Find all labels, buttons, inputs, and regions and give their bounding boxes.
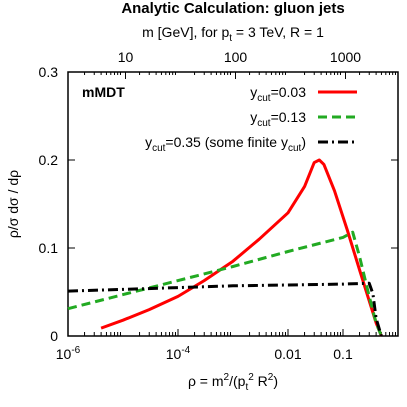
series-line-3 [67, 281, 383, 337]
legend-label-series-2: ycut=0.13 [250, 109, 306, 129]
legend-label-series-3: ycut=0.35 (some finite ycut) [145, 134, 306, 154]
series-line-2 [67, 230, 383, 337]
top-axis-ticks: 10 100 1000 [118, 49, 361, 79]
top-tick-label: 10 [118, 49, 134, 65]
x-axis-label: ρ = m2/(pt2 R2) [188, 372, 278, 393]
top-tick-label: 1000 [330, 49, 361, 65]
x-tick-label: 0.1 [333, 346, 353, 362]
y-tick-label: 0.2 [39, 152, 59, 168]
series-line-1 [100, 158, 383, 337]
x-tick-label: 10-4 [166, 345, 191, 362]
legend-label-series-1: ycut=0.03 [250, 84, 306, 104]
top-axis-label: m [GeV], for pt = 3 TeV, R = 1 [142, 24, 324, 44]
y-tick-label: 0 [50, 328, 58, 344]
plot-frame [67, 71, 399, 337]
panel-label: mMDT [82, 84, 125, 100]
x-tick-label: 10-6 [56, 345, 81, 362]
chart-title: Analytic Calculation: gluon jets [121, 0, 344, 17]
legend: ycut=0.03 ycut=0.13 ycut=0.35 (some fini… [145, 84, 357, 154]
x-axis-ticks: 10-6 10-4 0.01 0.1 [56, 72, 396, 362]
top-tick-label: 100 [224, 49, 248, 65]
y-axis-label: ρ/σ dσ / dρ [5, 170, 21, 238]
y-tick-label: 0.1 [39, 240, 59, 256]
y-tick-label: 0.3 [39, 64, 59, 80]
series-lines [67, 158, 383, 337]
x-tick-label: 0.01 [274, 346, 301, 362]
y-axis-ticks: 0 0.1 0.2 0.3 [39, 64, 398, 344]
